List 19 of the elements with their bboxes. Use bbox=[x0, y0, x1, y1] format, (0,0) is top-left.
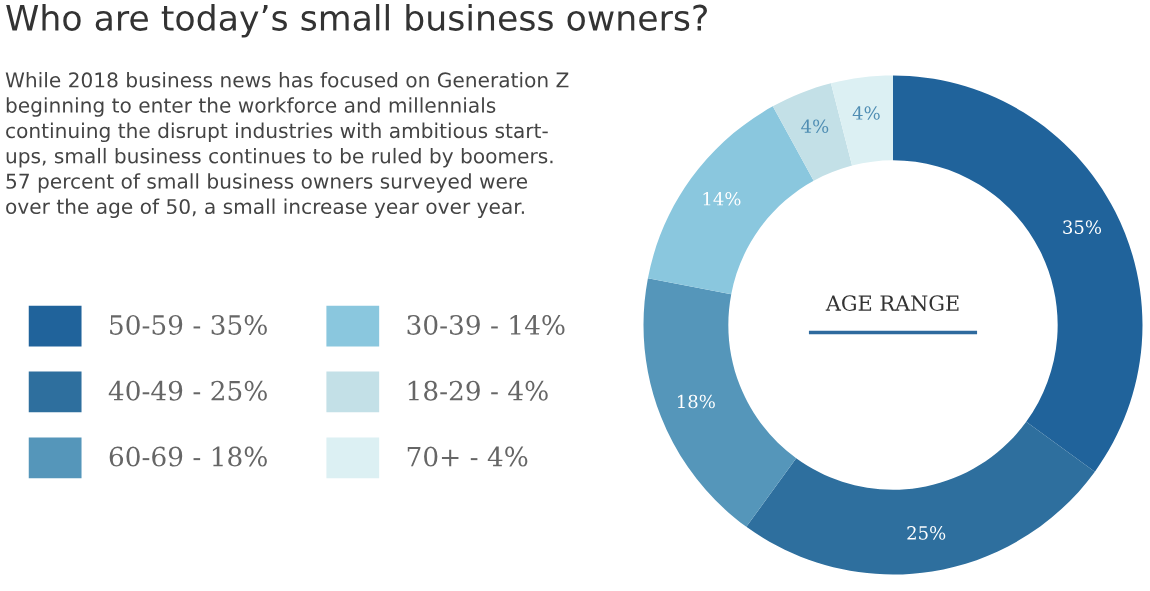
donut-slice bbox=[772, 83, 853, 181]
legend-label: 18-29 - 4% bbox=[408, 380, 548, 401]
data-label: 35% bbox=[1063, 220, 1102, 234]
text: While 2018 business news has focused on Generation Z beginning to enter the workforce and millennials continuing the disrupt industries with ambitious start- ups, small business continues to be ruled by boomers. 57 percent of small business owners surveyed were over the age of 50, a small increase year over year. bbox=[5, 72, 569, 219]
data-label: 18% bbox=[677, 394, 715, 409]
donut-slice bbox=[643, 278, 797, 527]
data-label: 4% bbox=[852, 106, 880, 120]
legend-label: 30-39 - 14% bbox=[407, 314, 565, 335]
legend-label: 70+ - 4% bbox=[407, 446, 528, 467]
data-label: 4% bbox=[801, 119, 829, 134]
donut-slice bbox=[830, 75, 893, 166]
text: AGE RANGE bbox=[825, 295, 959, 311]
legend-label: 50-59 - 35% bbox=[110, 314, 267, 335]
data-label: 14% bbox=[703, 191, 741, 206]
chart-title: Who are today’s small business owners? bbox=[6, 4, 707, 38]
data-label: 25% bbox=[907, 526, 946, 540]
legend-label: 60-69 - 18% bbox=[109, 446, 267, 467]
donut-slice bbox=[746, 421, 1095, 575]
legend-label: 40-49 - 25% bbox=[108, 380, 267, 401]
